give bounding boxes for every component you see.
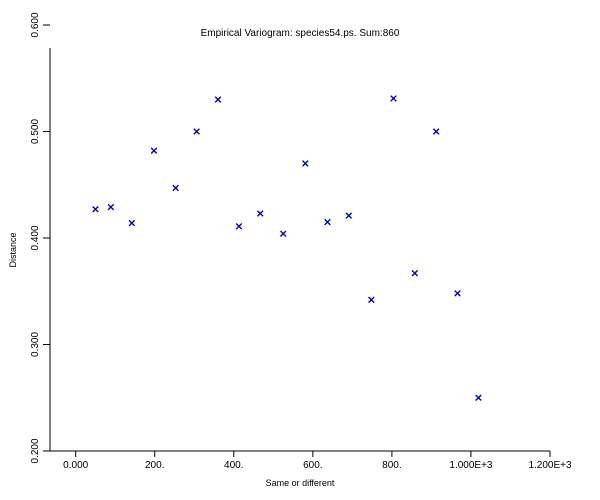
data-point [279,230,287,238]
data-point [390,95,397,102]
x-axis-title: Same or different [266,478,335,488]
y-tick-label: 0.600 [30,12,41,37]
x-tick-label: 400. [224,460,243,471]
data-point [235,222,243,230]
x-tick-label: 1.200E+3 [528,460,572,471]
data-point [214,96,222,103]
y-axis-title: Distance [8,232,18,267]
y-ticks: 0.200 0.300 0.400 0.500 0.600 [30,12,50,464]
data-point [193,128,200,135]
data-point [324,218,331,226]
axes [49,48,550,452]
x-tick-label: 0.000 [63,460,88,471]
y-tick-label: 0.200 [30,438,41,463]
data-point [128,219,136,227]
data-point [302,160,309,167]
chart-title: Empirical Variogram: species54.ps. Sum:8… [201,28,400,39]
data-point [475,394,482,402]
x-tick-label: 600. [303,460,322,471]
data-point [107,203,115,211]
data-point [432,128,440,135]
data-point [368,296,375,304]
data-points [92,95,482,402]
x-tick-label: 1.000E+3 [449,460,493,471]
y-tick-label: 0.300 [30,332,41,357]
y-tick-label: 0.500 [30,119,41,144]
data-point [150,147,158,154]
data-point [256,210,264,217]
x-tick-label: 800. [382,460,401,471]
data-point [411,269,419,277]
data-point [454,290,461,297]
y-tick-label: 0.400 [30,225,41,250]
x-tick-label: 200. [145,460,164,471]
data-point [345,212,353,219]
data-point [172,184,179,192]
data-point [92,205,99,213]
x-ticks: 0.000 200. 400. 600. 800. 1.000E+3 1.200E+3 [63,451,572,471]
